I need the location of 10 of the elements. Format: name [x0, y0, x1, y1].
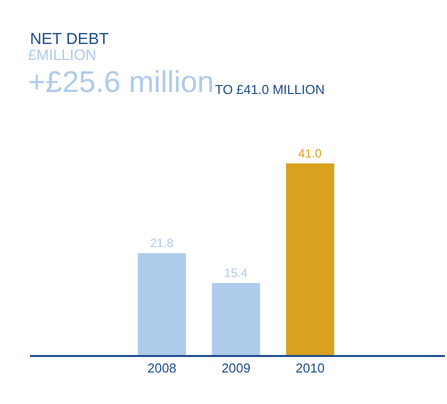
- text: TO £41.0 MILLION: [215, 82, 325, 97]
- text: +£25.6 million: [28, 66, 214, 99]
- x-tick-label: 2008: [147, 360, 176, 376]
- x-tick-label: 2009: [222, 360, 250, 376]
- data-label: 41.0: [298, 146, 322, 160]
- chart-title: NET DEBT: [30, 30, 110, 48]
- chart-subtitle: £MILLION: [28, 47, 96, 64]
- data-label: 15.4: [224, 266, 248, 280]
- x-tick-label: 2010: [296, 360, 325, 376]
- data-label: 21.8: [150, 236, 174, 250]
